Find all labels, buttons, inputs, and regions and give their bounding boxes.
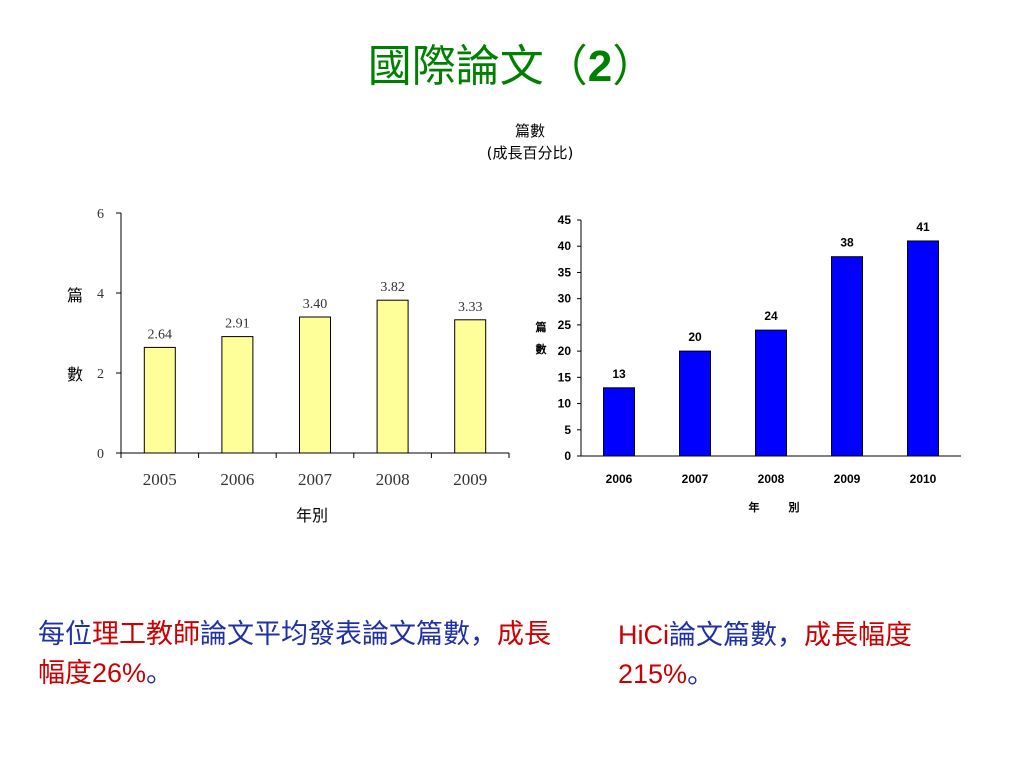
data-label: 2.64 (148, 327, 173, 342)
x-tick-label: 2007 (298, 470, 333, 489)
y-axis-label-char: 數 (536, 342, 547, 356)
x-tick-label: 2007 (682, 472, 709, 486)
caption-left-s5: 26% (92, 658, 147, 688)
caption-right: HiCi論文篇數，成長幅度 215%。 (618, 616, 968, 694)
bar (299, 316, 331, 454)
x-axis-label-char: 年 (749, 500, 760, 514)
y-tick-label: 35 (558, 265, 572, 279)
caption-right-s1: HiCi (618, 620, 669, 650)
caption-left-s6: 。 (146, 658, 174, 689)
x-tick-label: 2009 (453, 470, 487, 489)
bar (143, 346, 176, 454)
data-label: 3.40 (303, 297, 328, 312)
caption-left: 每位理工教師論文平均發表論文篇數，成長幅度26%。 (38, 616, 568, 693)
bar (831, 256, 863, 457)
x-tick-label: 2008 (758, 472, 785, 486)
caption-right-s4: 215% (618, 659, 688, 689)
y-axis-label-char: 篇 (535, 320, 547, 334)
y-tick-label: 0 (564, 449, 571, 463)
y-tick-label: 0 (97, 447, 104, 462)
data-label: 2.91 (225, 317, 250, 332)
y-tick-label: 2 (97, 367, 104, 382)
data-label: 13 (612, 367, 626, 381)
y-tick-label: 30 (558, 292, 572, 306)
bar (454, 319, 487, 454)
data-label: 41 (916, 220, 930, 234)
y-tick-label: 5 (564, 423, 571, 437)
x-tick-label: 2006 (606, 472, 633, 486)
caption-left-s2: 理工教師 (92, 619, 200, 650)
y-tick-label: 4 (97, 287, 104, 302)
data-label: 24 (764, 309, 778, 323)
y-axis-label-char: 篇 (67, 286, 83, 305)
data-label: 20 (688, 330, 702, 344)
center-label-line1: 篇數 (514, 122, 545, 140)
y-tick-label: 15 (558, 370, 572, 384)
y-tick-label: 20 (558, 344, 572, 358)
x-tick-label: 2006 (220, 470, 254, 489)
data-label: 3.33 (458, 300, 483, 315)
bar (755, 329, 787, 457)
caption-left-s3: 論文平均發表論文篇數， (200, 619, 497, 650)
x-tick-label: 2009 (834, 472, 861, 486)
y-tick-label: 10 (558, 397, 572, 411)
caption-right-s5: 。 (687, 659, 715, 690)
bar (679, 350, 711, 457)
x-tick-label: 2008 (376, 470, 410, 489)
caption-right-s2: 論文篇數， (669, 620, 804, 651)
bar (907, 240, 939, 457)
y-tick-label: 45 (558, 213, 572, 227)
data-label: 38 (840, 236, 854, 250)
caption-left-s1: 每位 (38, 619, 92, 650)
data-label: 3.82 (380, 280, 405, 295)
x-axis-label-char: 別 (788, 500, 800, 514)
y-tick-label: 40 (558, 239, 572, 253)
caption-right-s3: 成長幅度 (804, 620, 912, 651)
y-tick-label: 25 (558, 318, 572, 332)
bar (376, 299, 409, 454)
x-axis-label: 年別 (296, 506, 328, 525)
x-tick-label: 2005 (143, 470, 177, 489)
y-axis-label-char: 數 (67, 365, 83, 384)
center-label-line2: (成長百分比) (486, 144, 574, 162)
bar (603, 387, 635, 457)
caption-left-s4: 成長幅度 (38, 619, 551, 689)
y-tick-label: 6 (97, 207, 104, 222)
bar (221, 336, 254, 454)
x-tick-label: 2010 (910, 472, 937, 486)
page-title: 國際論文（2） (367, 41, 657, 92)
